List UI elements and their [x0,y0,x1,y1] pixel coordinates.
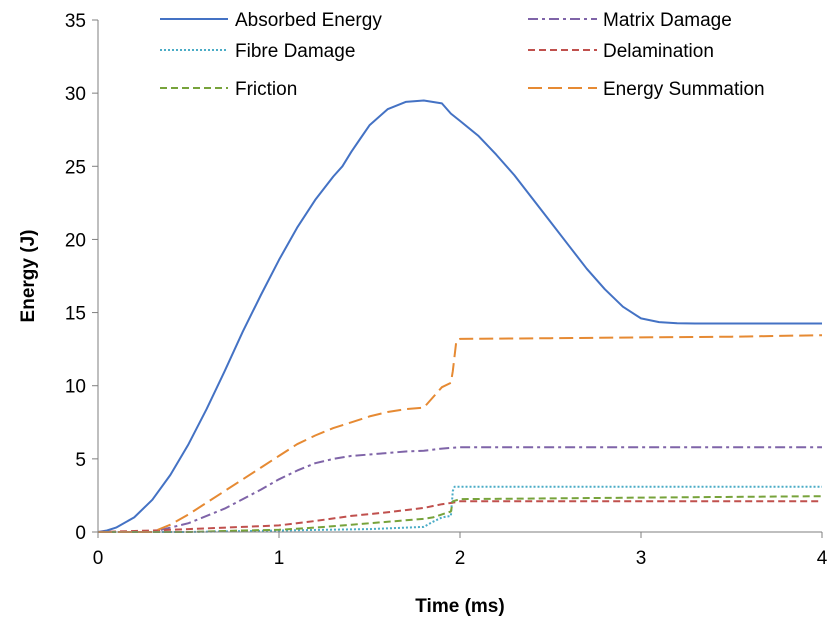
x-tick-label: 2 [455,548,466,569]
series-line-delamination [97,500,822,533]
legend-label-matrix-damage: Matrix Damage [603,10,732,31]
y-tick-label: 5 [75,450,86,471]
series-line-matrix-damage [98,446,822,533]
series-line-friction [98,495,823,533]
x-tick-label: 3 [636,548,647,569]
legend-label-energy-summation: Energy Summation [603,79,765,100]
y-tick-label: 30 [65,84,86,105]
y-axis-title: Energy (J) [18,230,39,323]
y-tick-label: 0 [75,523,86,544]
y-tick-label: 35 [65,11,86,32]
legend-label-absorbed-energy: Absorbed Energy [235,10,382,31]
x-tick-label: 4 [817,548,828,569]
x-tick-label: 0 [93,548,104,569]
legend-label-fibre-damage: Fibre Damage [235,41,355,62]
legend-label-delamination: Delamination [603,41,714,62]
y-tick-label: 20 [65,230,86,251]
plot-area [97,99,823,533]
y-tick-label: 15 [65,304,86,325]
y-tick-label: 10 [65,377,86,398]
series-line-energy-summation [98,334,823,533]
legend: Absorbed Energy Matrix Damage Fibre Damage… [160,10,765,100]
x-axis-title: Time (ms) [415,596,504,617]
axes: 0 5 10 15 20 25 30 35 0 1 2 3 4 [65,11,828,569]
series-line-absorbed-energy [97,99,822,533]
y-tick-label: 25 [65,157,86,178]
x-tick-label: 1 [274,548,285,569]
series-line-fibre-damage [98,485,822,533]
legend-label-friction: Friction [235,79,297,100]
